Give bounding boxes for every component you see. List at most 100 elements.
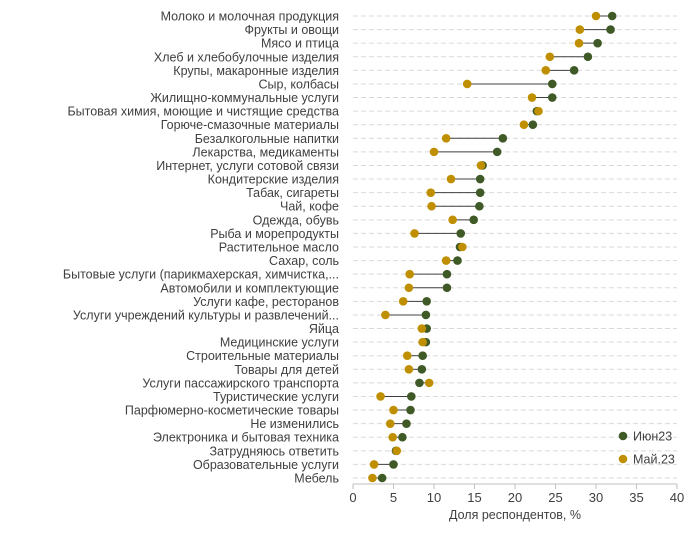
data-point-may23 xyxy=(527,93,537,102)
category-label: Чай, кофе xyxy=(280,200,339,214)
category-label: Услуги пассажирского транспорта xyxy=(142,376,339,390)
data-point-jun23 xyxy=(528,120,538,130)
data-point-may23 xyxy=(441,256,451,265)
category-label: Товары для детей xyxy=(234,363,339,377)
x-tick-label: 0 xyxy=(349,490,356,505)
category-label: Образовательные услуги xyxy=(193,458,339,472)
data-point-jun23 xyxy=(417,364,427,374)
category-label: Горюче-смазочные материалы xyxy=(161,118,339,132)
data-point-may23 xyxy=(446,174,456,184)
category-label: Мясо и птица xyxy=(261,37,339,51)
data-point-may23 xyxy=(545,52,555,62)
x-axis-title: Доля респондентов, % xyxy=(449,508,581,522)
data-point-may23 xyxy=(405,269,415,279)
data-point-may23 xyxy=(369,460,379,469)
category-label: Услуги кафе, ресторанов xyxy=(193,295,339,309)
data-point-may23 xyxy=(575,25,585,34)
category-label: Сыр, колбасы xyxy=(258,77,339,91)
data-point-may23 xyxy=(398,297,408,306)
data-point-jun23 xyxy=(453,256,462,265)
data-point-may23 xyxy=(476,161,486,170)
data-point-jun23 xyxy=(442,269,452,279)
category-label: Интернет, услуги сотовой связи xyxy=(156,159,339,173)
data-point-may23 xyxy=(427,201,436,211)
category-label: Строительные материалы xyxy=(186,349,339,363)
x-tick-label: 5 xyxy=(390,490,397,505)
data-point-may23 xyxy=(519,120,529,130)
data-point-jun23 xyxy=(492,147,502,157)
category-label: Мебель xyxy=(294,472,339,486)
data-point-may23 xyxy=(385,419,395,428)
data-point-jun23 xyxy=(606,25,615,34)
category-label: Не изменились xyxy=(250,417,339,431)
legend: Июн23 Май.23 xyxy=(618,430,675,467)
category-label: Рыба и морепродукты xyxy=(210,227,339,241)
data-point-may23 xyxy=(402,351,412,361)
category-label: Растительное масло xyxy=(219,241,339,255)
data-point-jun23 xyxy=(475,201,484,211)
data-point-jun23 xyxy=(407,392,416,401)
x-tick-label: 10 xyxy=(427,490,441,505)
data-point-jun23 xyxy=(421,310,431,320)
category-label: Одежда, обувь xyxy=(253,213,339,227)
data-point-may23 xyxy=(424,378,434,388)
data-point-may23 xyxy=(426,188,436,197)
data-point-jun23 xyxy=(398,432,407,442)
category-label: Молоко и молочная продукция xyxy=(161,10,339,24)
x-tick-label: 35 xyxy=(629,490,643,505)
data-point-may23 xyxy=(448,215,457,225)
data-point-may23 xyxy=(388,432,397,442)
category-label: Жилищно-коммунальные услуги xyxy=(150,91,339,105)
data-point-jun23 xyxy=(475,188,485,197)
data-point-may23 xyxy=(429,147,439,157)
data-point-jun23 xyxy=(475,174,485,184)
category-label: Туристические услуги xyxy=(213,390,339,404)
category-label: Услуги учреждений культуры и развлечений… xyxy=(73,308,339,322)
data-point-may23 xyxy=(417,324,427,333)
gridlines xyxy=(353,15,677,479)
data-point-jun23 xyxy=(547,93,557,102)
data-point-may23 xyxy=(392,446,402,456)
data-point-may23 xyxy=(541,66,551,75)
data-point-jun23 xyxy=(607,11,617,21)
data-point-may23 xyxy=(410,229,419,238)
data-point-may23 xyxy=(441,133,451,143)
category-label: Фрукты и овощи xyxy=(245,23,340,37)
category-label: Хлеб и хлебобулочные изделия xyxy=(154,50,339,64)
data-point-may23 xyxy=(389,405,398,415)
data-point-jun23 xyxy=(593,38,602,48)
legend-label: Июн23 xyxy=(633,430,672,444)
category-label: Парфюмерно-косметические товары xyxy=(125,404,339,418)
data-point-jun23 xyxy=(583,52,593,62)
category-label: Яйца xyxy=(309,322,339,336)
data-point-jun23 xyxy=(406,405,415,415)
data-point-jun23 xyxy=(442,283,452,293)
data-point-may23 xyxy=(534,106,543,116)
data-point-jun23 xyxy=(498,133,508,143)
data-point-jun23 xyxy=(377,473,387,483)
data-point-may23 xyxy=(376,392,385,401)
category-label: Бытовая химия, моющие и чистящие средств… xyxy=(67,105,339,119)
data-point-may23 xyxy=(404,283,414,293)
data-point-may23 xyxy=(368,473,377,483)
data-point-jun23 xyxy=(569,66,579,75)
legend-marker xyxy=(618,431,628,441)
data-point-jun23 xyxy=(402,419,411,428)
data-point-may23 xyxy=(462,79,472,89)
legend-marker xyxy=(618,454,628,464)
category-label: Медицинские услуги xyxy=(220,336,339,350)
x-tick-label: 25 xyxy=(548,490,562,505)
category-label: Табак, сигареты xyxy=(246,186,339,200)
data-points xyxy=(368,11,617,483)
category-label: Крупы, макаронные изделия xyxy=(173,64,339,78)
data-point-jun23 xyxy=(422,297,432,306)
x-tick-label: 15 xyxy=(467,490,481,505)
category-label: Безалкогольные напитки xyxy=(195,132,339,146)
data-point-jun23 xyxy=(418,351,427,361)
data-point-may23 xyxy=(418,337,427,347)
data-point-may23 xyxy=(574,38,584,48)
data-point-may23 xyxy=(458,242,467,252)
data-point-may23 xyxy=(381,310,390,320)
